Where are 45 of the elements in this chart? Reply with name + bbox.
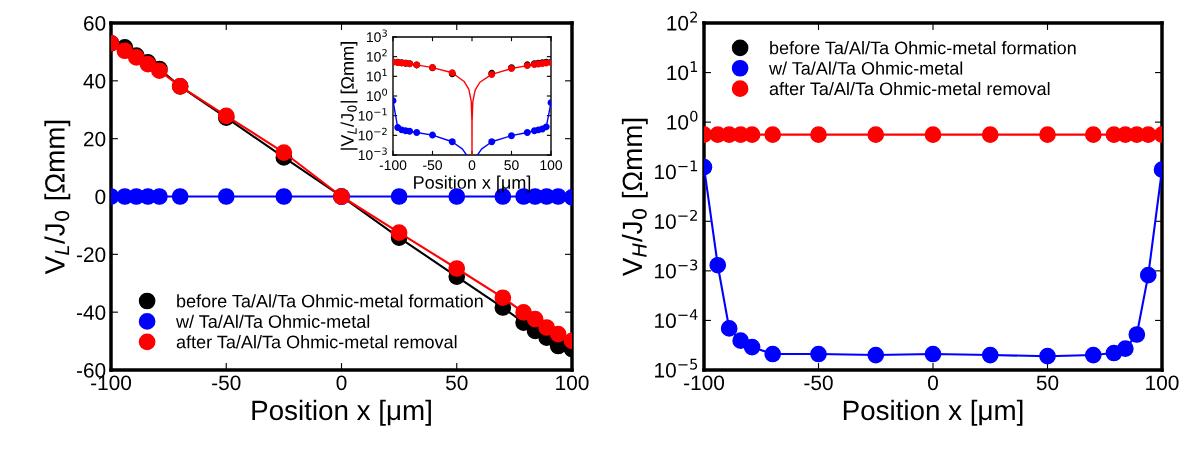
- y-tick-label: 10$^{−3}$: [358, 147, 387, 161]
- legend-label: after Ta/Al/Ta Ohmic-metal removal: [176, 335, 457, 349]
- y-tick-label: 10$^{−2}$: [358, 127, 387, 141]
- x-tick-label: 50: [446, 375, 468, 391]
- y-tick-label: 60: [84, 16, 106, 31]
- y-tick-label: 10$^{−3}$: [655, 259, 698, 279]
- y-tick-label: 10$^{2}$: [667, 11, 697, 31]
- y-tick-label: 40: [83, 73, 106, 89]
- y-tick-label: 10$^{−4}$: [655, 309, 698, 329]
- y-tick-label: 0: [95, 189, 106, 205]
- y-tick-label: 10$^{0}$: [366, 88, 388, 102]
- y-tick-label: -40: [76, 305, 106, 320]
- x-tick-label: 0: [468, 160, 476, 171]
- x-tick-label: 0: [336, 375, 347, 391]
- y-axis-title: V$_{L}$/J$_{0}$ [Ωmm]: [44, 120, 71, 275]
- legend-label: after Ta/Al/Ta Ohmic-metal removal: [769, 81, 1050, 96]
- legend-label: before Ta/Al/Ta Ohmic-metal formation: [177, 294, 483, 308]
- x-tick-label: 50: [504, 160, 519, 171]
- y-tick-label: 10$^{1}$: [366, 68, 387, 82]
- x-tick-label: 100: [540, 160, 563, 171]
- legend-label: w/ Ta/Al/Ta Ohmic-metal: [768, 61, 963, 75]
- x-tick-label: -100: [379, 160, 407, 171]
- legend-label: before Ta/Al/Ta Ohmic-metal formation: [770, 41, 1076, 55]
- x-tick-label: -50: [212, 375, 241, 391]
- x-tick-label: -50: [804, 375, 833, 391]
- y-tick-label: 10$^{3}$: [366, 29, 387, 43]
- x-tick-label: -50: [423, 160, 442, 171]
- x-tick-label: 100: [1146, 375, 1179, 391]
- x-axis-title: Position x [μm]: [843, 399, 1023, 426]
- y-tick-label: 10$^{0}$: [667, 110, 698, 130]
- y-tick-label: 10$^{−1}$: [358, 108, 387, 121]
- y-axis-title: |V$_{L}$/J$_{0}$| [Ωmm]: [340, 42, 358, 150]
- y-tick-label: 20: [84, 131, 106, 147]
- y-tick-label: 10$^{2}$: [366, 49, 387, 62]
- x-tick-label: 50: [1036, 375, 1059, 391]
- x-axis-title: Position x [μm]: [252, 399, 431, 426]
- y-tick-label: -20: [76, 247, 106, 263]
- y-tick-label: 10$^{−2}$: [655, 209, 697, 229]
- x-tick-label: 100: [556, 375, 589, 391]
- x-axis-title: Position x [μm]: [414, 175, 531, 193]
- y-tick-label: 10$^{−1}$: [655, 160, 698, 180]
- x-tick-label: 0: [928, 375, 938, 391]
- y-axis-title: V$_{H}$/J$_{0}$ [Ωmm]: [621, 118, 648, 277]
- legend-label: w/ Ta/Al/Ta Ohmic-metal: [175, 314, 370, 328]
- y-tick-label: 10$^{1}$: [667, 61, 698, 81]
